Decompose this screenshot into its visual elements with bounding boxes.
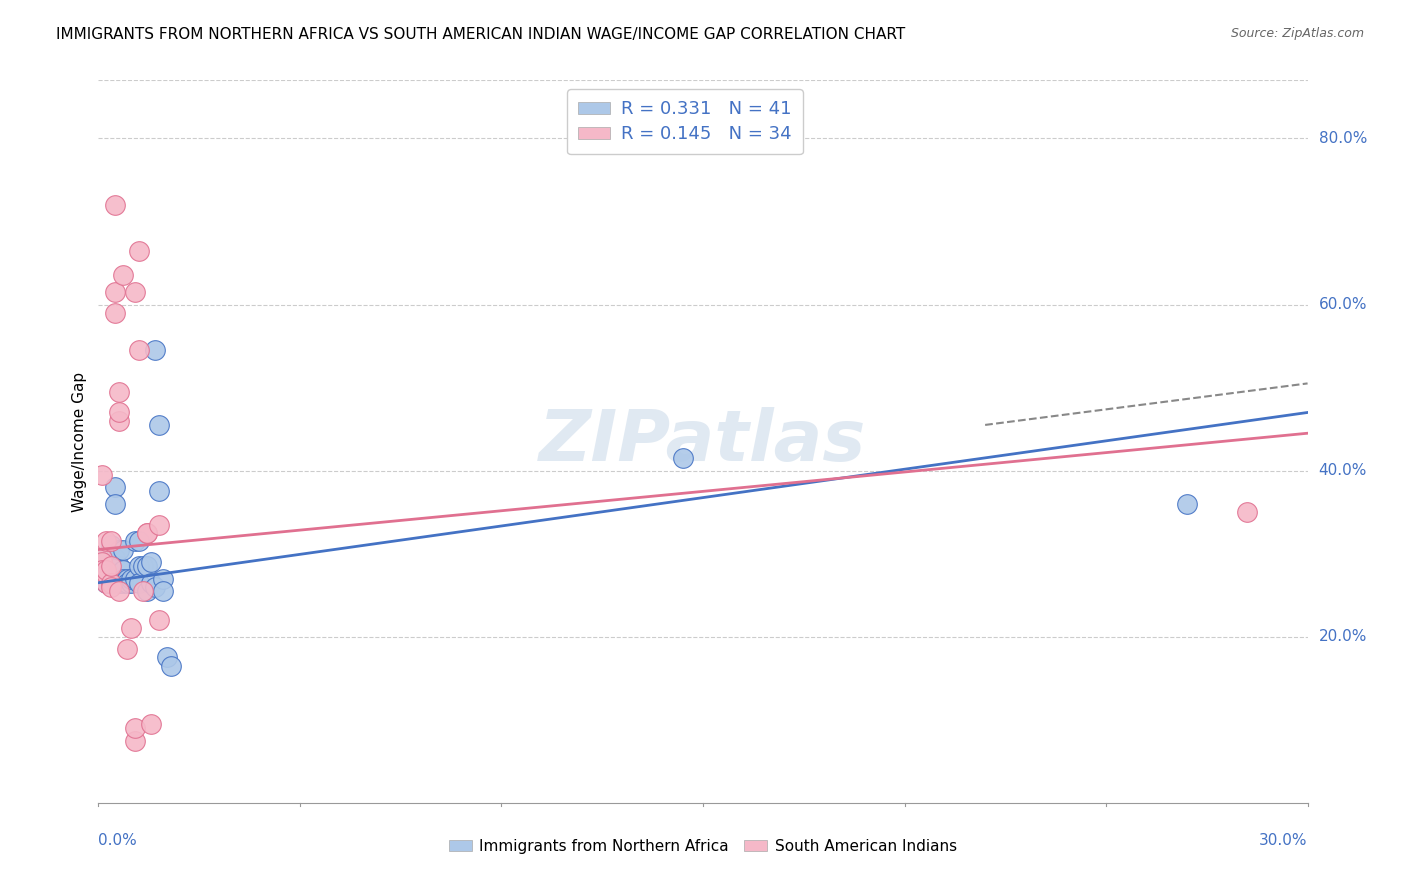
Point: [91, 550, 114, 565]
Point: [128, 534, 150, 549]
Point: [115, 572, 138, 586]
Point: [103, 285, 125, 299]
Point: [111, 572, 134, 586]
Point: [139, 575, 162, 590]
Text: 30.0%: 30.0%: [1260, 833, 1308, 848]
Point: [96, 575, 118, 590]
Point: [91, 555, 114, 569]
Point: [91, 467, 114, 482]
Point: [124, 721, 146, 735]
Point: [160, 658, 183, 673]
Point: [139, 717, 162, 731]
Point: [135, 559, 157, 574]
Point: [132, 584, 155, 599]
Point: [139, 555, 162, 569]
Text: Source: ZipAtlas.com: Source: ZipAtlas.com: [1230, 27, 1364, 40]
Point: [100, 538, 122, 552]
Point: [100, 559, 122, 574]
Point: [111, 575, 134, 590]
Text: 80.0%: 80.0%: [1319, 131, 1367, 146]
Text: 20.0%: 20.0%: [1319, 629, 1367, 644]
Point: [103, 497, 125, 511]
Point: [135, 525, 157, 540]
Point: [115, 642, 138, 657]
Point: [111, 268, 134, 283]
Point: [672, 451, 695, 466]
Point: [107, 405, 129, 419]
Point: [107, 559, 129, 574]
Point: [96, 534, 118, 549]
Point: [96, 563, 118, 577]
Text: 0.0%: 0.0%: [98, 833, 138, 848]
Point: [100, 575, 122, 590]
Point: [143, 580, 166, 594]
Point: [1236, 505, 1258, 519]
Point: [100, 575, 122, 590]
Point: [96, 563, 118, 577]
Text: 60.0%: 60.0%: [1319, 297, 1367, 312]
Point: [128, 343, 150, 358]
Point: [107, 584, 129, 599]
Point: [91, 550, 114, 565]
Point: [124, 285, 146, 299]
Point: [156, 650, 179, 665]
Point: [152, 584, 174, 599]
Point: [120, 572, 142, 586]
Point: [152, 572, 174, 586]
Point: [111, 563, 134, 577]
Point: [103, 306, 125, 320]
Point: [103, 480, 125, 494]
Y-axis label: Wage/Income Gap: Wage/Income Gap: [72, 371, 87, 512]
Point: [124, 733, 146, 747]
Point: [148, 517, 170, 532]
Point: [107, 384, 129, 399]
Point: [103, 198, 125, 212]
Point: [107, 414, 129, 428]
Point: [120, 621, 142, 635]
Point: [124, 534, 146, 549]
Point: [124, 572, 146, 586]
Point: [148, 417, 170, 432]
Point: [107, 572, 129, 586]
Point: [103, 572, 125, 586]
Point: [143, 343, 166, 358]
Point: [1175, 497, 1198, 511]
Point: [128, 244, 150, 258]
Point: [96, 575, 118, 590]
Text: IMMIGRANTS FROM NORTHERN AFRICA VS SOUTH AMERICAN INDIAN WAGE/INCOME GAP CORRELA: IMMIGRANTS FROM NORTHERN AFRICA VS SOUTH…: [56, 27, 905, 42]
Point: [128, 559, 150, 574]
Point: [91, 563, 114, 577]
Point: [100, 534, 122, 549]
Point: [107, 575, 129, 590]
Text: 40.0%: 40.0%: [1319, 463, 1367, 478]
Point: [135, 584, 157, 599]
Point: [132, 559, 155, 574]
Point: [96, 567, 118, 582]
Point: [148, 613, 170, 627]
Legend: Immigrants from Northern Africa, South American Indians: Immigrants from Northern Africa, South A…: [443, 833, 963, 860]
Point: [103, 550, 125, 565]
Point: [100, 580, 122, 594]
Point: [128, 575, 150, 590]
Point: [135, 525, 157, 540]
Point: [115, 575, 138, 590]
Point: [148, 484, 170, 499]
Text: ZIPatlas: ZIPatlas: [540, 407, 866, 476]
Point: [111, 542, 134, 557]
Point: [107, 542, 129, 557]
Point: [120, 575, 142, 590]
